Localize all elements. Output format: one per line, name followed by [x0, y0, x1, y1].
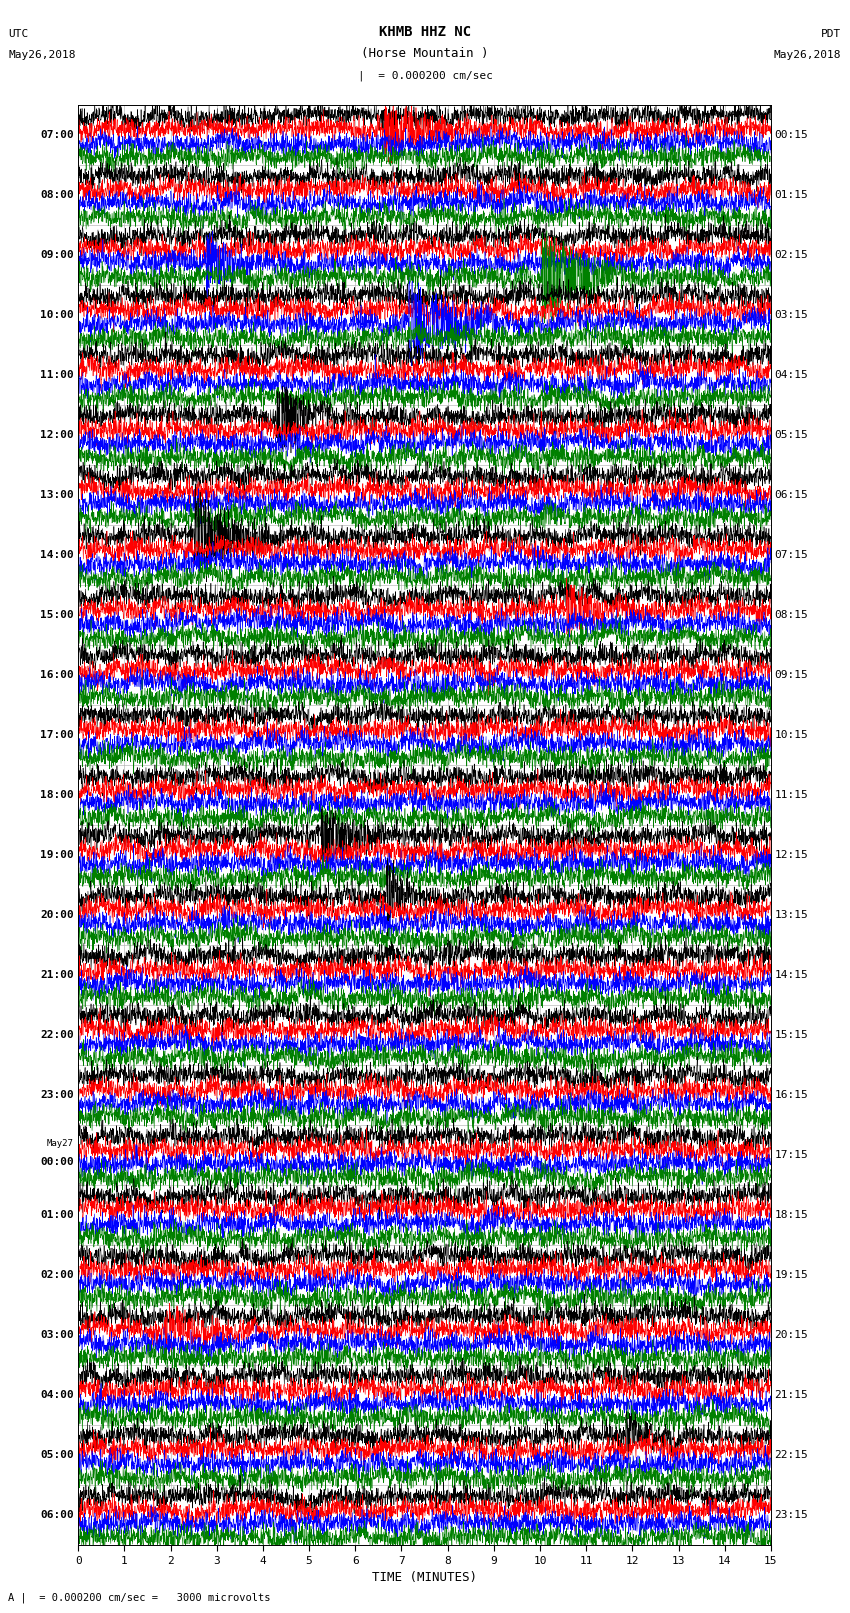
- Text: 08:15: 08:15: [774, 610, 808, 619]
- Text: 06:00: 06:00: [40, 1510, 74, 1519]
- Text: 04:15: 04:15: [774, 369, 808, 381]
- Text: 18:15: 18:15: [774, 1210, 808, 1219]
- Text: 17:00: 17:00: [40, 731, 74, 740]
- Text: 15:00: 15:00: [40, 610, 74, 619]
- Text: 06:15: 06:15: [774, 490, 808, 500]
- Text: 14:15: 14:15: [774, 969, 808, 981]
- X-axis label: TIME (MINUTES): TIME (MINUTES): [372, 1571, 477, 1584]
- Text: 23:15: 23:15: [774, 1510, 808, 1519]
- Text: 19:15: 19:15: [774, 1269, 808, 1281]
- Text: 22:00: 22:00: [40, 1031, 74, 1040]
- Text: May26,2018: May26,2018: [774, 50, 842, 60]
- Text: 01:00: 01:00: [40, 1210, 74, 1219]
- Text: 21:00: 21:00: [40, 969, 74, 981]
- Text: UTC: UTC: [8, 29, 29, 39]
- Text: 23:00: 23:00: [40, 1090, 74, 1100]
- Text: 11:00: 11:00: [40, 369, 74, 381]
- Text: 13:00: 13:00: [40, 490, 74, 500]
- Text: 03:00: 03:00: [40, 1331, 74, 1340]
- Text: 05:15: 05:15: [774, 431, 808, 440]
- Text: 07:00: 07:00: [40, 131, 74, 140]
- Text: KHMB HHZ NC: KHMB HHZ NC: [379, 24, 471, 39]
- Text: 02:15: 02:15: [774, 250, 808, 260]
- Text: May26,2018: May26,2018: [8, 50, 76, 60]
- Text: 10:15: 10:15: [774, 731, 808, 740]
- Text: 00:15: 00:15: [774, 131, 808, 140]
- Text: 17:15: 17:15: [774, 1150, 808, 1160]
- Text: 20:15: 20:15: [774, 1331, 808, 1340]
- Text: 03:15: 03:15: [774, 310, 808, 319]
- Text: (Horse Mountain ): (Horse Mountain ): [361, 47, 489, 60]
- Text: 01:15: 01:15: [774, 190, 808, 200]
- Text: PDT: PDT: [821, 29, 842, 39]
- Text: 02:00: 02:00: [40, 1269, 74, 1281]
- Text: 22:15: 22:15: [774, 1450, 808, 1460]
- Text: 13:15: 13:15: [774, 910, 808, 919]
- Text: 14:00: 14:00: [40, 550, 74, 560]
- Text: 09:15: 09:15: [774, 669, 808, 681]
- Text: 20:00: 20:00: [40, 910, 74, 919]
- Text: 00:00: 00:00: [40, 1157, 74, 1166]
- Text: 19:00: 19:00: [40, 850, 74, 860]
- Text: 04:00: 04:00: [40, 1390, 74, 1400]
- Text: A |  = 0.000200 cm/sec =   3000 microvolts: A | = 0.000200 cm/sec = 3000 microvolts: [8, 1592, 271, 1603]
- Text: 07:15: 07:15: [774, 550, 808, 560]
- Text: 15:15: 15:15: [774, 1031, 808, 1040]
- Text: 05:00: 05:00: [40, 1450, 74, 1460]
- Text: 21:15: 21:15: [774, 1390, 808, 1400]
- Text: 10:00: 10:00: [40, 310, 74, 319]
- Text: 18:00: 18:00: [40, 790, 74, 800]
- Text: |  = 0.000200 cm/sec: | = 0.000200 cm/sec: [358, 69, 492, 81]
- Text: May27: May27: [47, 1139, 74, 1148]
- Text: 09:00: 09:00: [40, 250, 74, 260]
- Text: 12:15: 12:15: [774, 850, 808, 860]
- Text: 08:00: 08:00: [40, 190, 74, 200]
- Text: 11:15: 11:15: [774, 790, 808, 800]
- Text: 12:00: 12:00: [40, 431, 74, 440]
- Text: 16:00: 16:00: [40, 669, 74, 681]
- Text: 16:15: 16:15: [774, 1090, 808, 1100]
